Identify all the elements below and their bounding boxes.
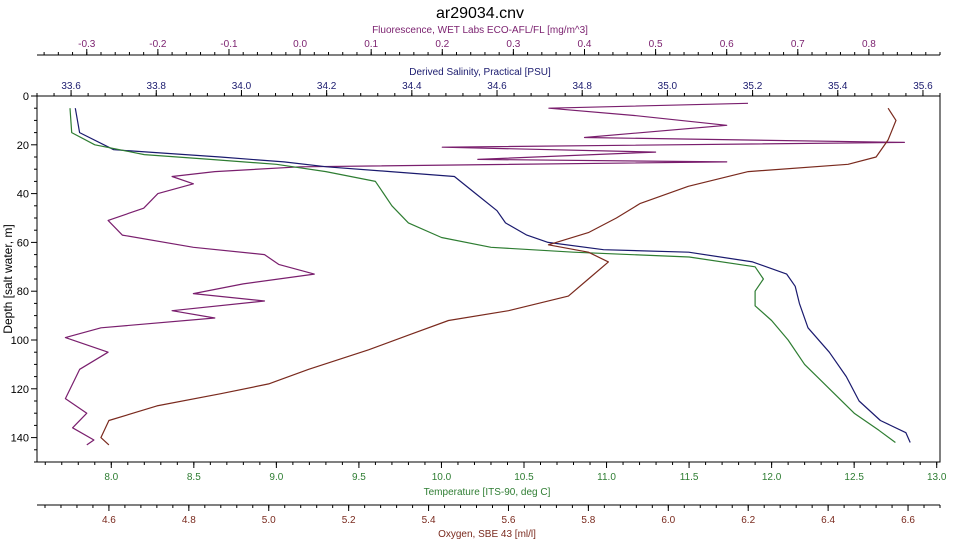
depth-tick-label: 120	[11, 384, 29, 396]
salinity-tick-label: 34.4	[402, 81, 422, 92]
salinity-tick-label: 33.8	[147, 81, 167, 92]
depth-tick-label: 60	[17, 237, 29, 249]
fluorescence-tick-label: 0.6	[720, 39, 734, 50]
fluorescence-tick-label: 0.8	[862, 39, 876, 50]
depth-tick-label: 80	[17, 286, 29, 298]
salinity-tick-label: 34.2	[317, 81, 337, 92]
temperature-tick-label: 13.0	[927, 472, 947, 483]
fluorescence-tick-label: 0.5	[649, 39, 663, 50]
oxygen-tick-label: 6.4	[821, 515, 835, 526]
oxygen-tick-label: 6.2	[741, 515, 755, 526]
chart-title: ar29034.cnv	[436, 5, 524, 22]
fluorescence-tick-label: 0.3	[506, 39, 520, 50]
salinity-tick-label: 35.0	[658, 81, 678, 92]
temperature-tick-label: 12.5	[844, 472, 864, 483]
temperature-tick-label: 10.0	[432, 472, 452, 483]
oxygen-axis: 4.6 4.8 5.0 5.2 5.4 5.6 5.8 6.0 6.2 6.4 6.6	[37, 504, 941, 526]
series-layer	[64, 102, 911, 446]
fluorescence-tick-label: 0.2	[435, 39, 449, 50]
fluorescence-tick-label: 0.1	[364, 39, 378, 50]
oxygen-axis-label: Oxygen, SBE 43 [ml/l]	[438, 529, 536, 540]
salinity-tick-label: 34.8	[572, 81, 592, 92]
fluorescence-tick-label: 0.0	[293, 39, 307, 50]
fluorescence-tick-label: -0.3	[78, 39, 96, 50]
temperature-tick-label: 10.5	[514, 472, 534, 483]
oxygen-series-line	[100, 107, 897, 446]
salinity-tick-label: 35.6	[913, 81, 933, 92]
temperature-tick-label: 8.0	[104, 472, 118, 483]
oxygen-tick-label: 5.6	[502, 515, 516, 526]
salinity-axis-label: Derived Salinity, Practical [PSU]	[409, 67, 551, 78]
top-axes: Fluorescence, WET Labs ECO-AFL/FL [mg/m^…	[36, 25, 941, 96]
temperature-tick-label: 11.5	[680, 472, 699, 483]
oxygen-tick-label: 5.2	[342, 515, 356, 526]
temperature-tick-label: 9.5	[352, 472, 366, 483]
salinity-axis: 33.6 33.8 34.0 34.2 34.4 34.6 34.8 35.0 35.2 35.4…	[36, 81, 941, 96]
bottom-axes: 8.0 8.5 9.0 9.5 10.0 10.5 11.0 11.5 12.0 12.5 13.0…	[37, 462, 947, 540]
salinity-tick-label: 35.2	[743, 81, 763, 92]
fluorescence-tick-label: 0.4	[578, 39, 592, 50]
depth-axis-label: Depth [salt water, m]	[1, 224, 15, 333]
salinity-tick-label: 33.6	[61, 81, 81, 92]
fluorescence-tick-label: -0.1	[220, 39, 238, 50]
depth-tick-label: 140	[11, 433, 29, 445]
temperature-axis-label: Temperature [ITS-90, deg C]	[424, 487, 551, 498]
depth-tick-label: 40	[17, 189, 29, 201]
oxygen-tick-label: 4.6	[102, 515, 116, 526]
fluorescence-axis: -0.3 -0.2 -0.1 0.0 0.1 0.2 0.3 0.4 0.5 0.6 0.7 0.8	[37, 39, 941, 56]
temperature-series-line	[69, 108, 896, 443]
temperature-tick-label: 8.5	[187, 472, 201, 483]
temperature-tick-label: 9.0	[269, 472, 283, 483]
salinity-tick-label: 34.0	[232, 81, 252, 92]
depth-tick-label: 100	[11, 335, 29, 347]
depth-axis: 0 20 40 60 80 100 120 140	[11, 91, 37, 463]
oxygen-tick-label: 4.8	[182, 515, 196, 526]
fluorescence-axis-label: Fluorescence, WET Labs ECO-AFL/FL [mg/m^…	[372, 25, 588, 36]
fluorescence-tick-label: -0.2	[149, 39, 167, 50]
plot-area	[36, 95, 941, 463]
salinity-tick-label: 34.6	[487, 81, 507, 92]
oxygen-tick-label: 5.0	[262, 515, 276, 526]
oxygen-tick-label: 6.0	[661, 515, 675, 526]
fluorescence-series-line	[64, 102, 906, 446]
temperature-axis: 8.0 8.5 9.0 9.5 10.0 10.5 11.0 11.5 12.0 12.5 13.0	[44, 462, 947, 483]
salinity-series-line	[74, 108, 911, 443]
fluorescence-tick-label: 0.7	[791, 39, 805, 50]
plot-frame	[36, 95, 941, 463]
depth-tick-label: 0	[23, 91, 29, 103]
oxygen-tick-label: 6.6	[901, 515, 915, 526]
salinity-tick-label: 35.4	[828, 81, 848, 92]
temperature-tick-label: 11.0	[597, 472, 616, 483]
oxygen-tick-label: 5.8	[581, 515, 595, 526]
depth-tick-label: 20	[17, 140, 29, 152]
temperature-tick-label: 12.0	[762, 472, 782, 483]
oxygen-tick-label: 5.4	[422, 515, 436, 526]
